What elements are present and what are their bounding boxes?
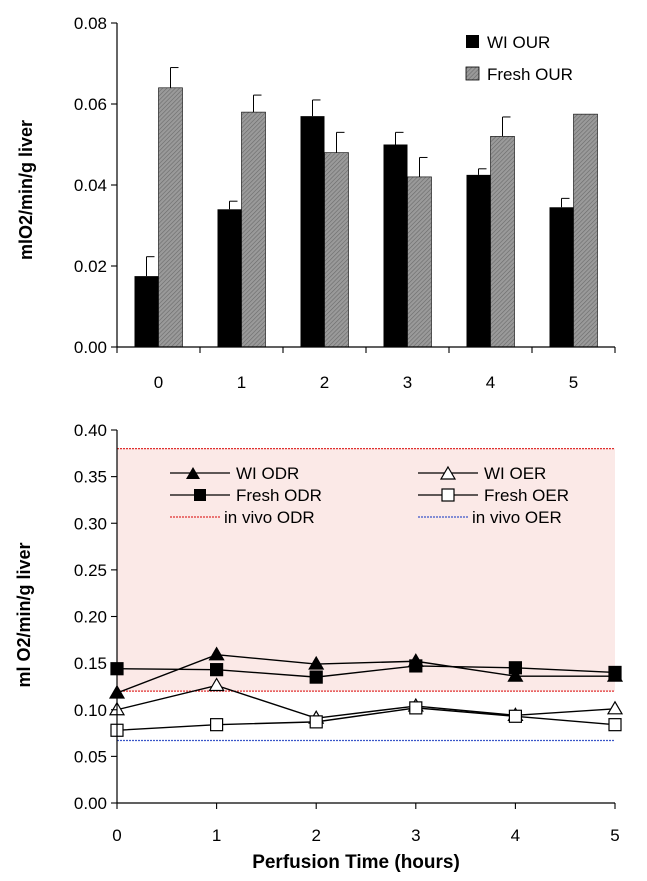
bar-wi-our-5: [549, 207, 574, 347]
bar-fresh-our-5: [573, 113, 598, 348]
series-line-wi-odr: [116, 654, 615, 694]
line-chart-y-tick-label: 0.00: [74, 794, 107, 813]
legend-label-fresh-oer: Fresh OER: [484, 486, 569, 505]
line-chart-x-tick-labels: 0 1 2 3 4 5: [112, 826, 619, 845]
marker-wi-odr-4: [507, 667, 524, 682]
marker-fresh-oer-2: [309, 715, 323, 729]
marker-wi-oer-1: [208, 677, 225, 692]
line-chart-x-tick-label: 4: [511, 826, 520, 845]
bar-chart-x-tick-label: 5: [569, 373, 578, 392]
legend-label-in-vivo-oer: in vivo OER: [472, 508, 562, 527]
line-chart: 0.00 0.05 0.10 0.15 0.20 0.25 0.30 0.35 0.40 0 1 2…: [14, 421, 624, 873]
line-chart-y-tick-label: 0.25: [74, 561, 107, 580]
bar-chart-x-tick-label: 1: [237, 373, 246, 392]
bar-fresh-our-1: [241, 111, 266, 348]
bar-wi-our-0: [134, 276, 159, 347]
line-chart-y-tick-label: 0.10: [74, 701, 107, 720]
bar-chart-y-tick-label: 0.02: [74, 257, 107, 276]
bar-chart-x-tick-label: 2: [320, 373, 329, 392]
bar-chart-y-axis-label: mlO2/min/g liver: [16, 120, 36, 260]
line-chart-x-tick-label: 1: [212, 826, 221, 845]
bar-series-group: [134, 87, 598, 348]
legend-swatch-fresh-our: [465, 66, 480, 81]
bar-fresh-our-4: [490, 136, 515, 348]
legend-label-wi-our: WI OUR: [487, 33, 550, 52]
legend-marker-wi-oer: [439, 465, 457, 480]
bar-chart-x-tick-label: 0: [154, 373, 163, 392]
marker-wi-odr-1: [208, 646, 225, 661]
legend-label-wi-oer: WI OER: [484, 464, 546, 483]
marker-fresh-oer-4: [508, 709, 522, 723]
legend-swatch-wi-our: [466, 35, 479, 48]
marker-fresh-odr-3: [409, 659, 423, 673]
bar-fresh-our-3: [407, 176, 432, 348]
marker-fresh-oer-3: [409, 701, 423, 715]
bar-chart-y-tick-label: 0.00: [74, 338, 107, 357]
legend-label-in-vivo-odr: in vivo ODR: [224, 508, 315, 527]
line-chart-x-tick-label: 2: [311, 826, 320, 845]
bar-chart-x-tick-labels: 0 1 2 3 4 5: [154, 373, 578, 392]
bar-chart-axes: [111, 22, 616, 353]
bar-chart-y-tick-labels: 0.00 0.02 0.04 0.06 0.08: [74, 14, 107, 357]
bar-wi-our-2: [300, 116, 325, 348]
marker-fresh-odr-5: [608, 665, 622, 680]
legend-label-wi-odr: WI ODR: [236, 464, 299, 483]
marker-fresh-odr-1: [210, 663, 224, 677]
legend-label-fresh-odr: Fresh ODR: [236, 486, 322, 505]
bar-chart-x-tick-label: 3: [403, 373, 412, 392]
line-chart-x-tick-label: 5: [610, 826, 619, 845]
bar-chart-y-tick-label: 0.08: [74, 14, 107, 33]
line-chart-x-tick-label: 0: [112, 826, 121, 845]
line-chart-y-tick-label: 0.15: [74, 654, 107, 673]
bar-chart: 0.00 0.02 0.04 0.06 0.08 0 1 2 3 4 5 mlO2/min/g l…: [16, 14, 616, 392]
legend-marker-wi-odr: [186, 467, 200, 479]
marker-wi-oer-5: [606, 700, 624, 715]
reference-lines-group: [117, 447, 615, 742]
line-chart-x-tick-label: 3: [411, 826, 420, 845]
bar-chart-y-tick-label: 0.04: [74, 176, 107, 195]
line-chart-legend: WI ODR WI OER Fresh ODR Fresh OER in viv…: [170, 464, 569, 527]
series-line-wi-oer: [116, 684, 616, 719]
line-chart-y-tick-label: 0.35: [74, 468, 107, 487]
bar-chart-x-tick-label: 4: [486, 373, 495, 392]
line-chart-y-tick-label: 0.30: [74, 514, 107, 533]
bar-wi-our-3: [383, 144, 408, 347]
marker-fresh-oer-1: [210, 718, 224, 732]
bar-fresh-our-2: [324, 152, 349, 348]
bar-fresh-our-0: [158, 87, 183, 348]
line-chart-y-tick-labels: 0.00 0.05 0.10 0.15 0.20 0.25 0.30 0.35 0.40: [74, 421, 107, 813]
line-chart-axes: [111, 429, 616, 809]
series-line-fresh-odr: [116, 665, 616, 678]
series-line-fresh-oer: [116, 707, 616, 731]
marker-fresh-oer-5: [608, 718, 622, 732]
line-chart-y-axis-label: ml O2/min/g liver: [14, 542, 34, 687]
legend-marker-fresh-oer: [441, 488, 455, 502]
legend-label-fresh-our: Fresh OUR: [487, 65, 573, 84]
bar-wi-our-4: [466, 174, 491, 347]
marker-fresh-odr-4: [508, 661, 522, 675]
legend-marker-fresh-odr: [194, 489, 206, 501]
marker-fresh-odr-2: [309, 670, 323, 684]
line-chart-y-tick-label: 0.40: [74, 421, 107, 440]
bar-chart-legend: WI OUR Fresh OUR: [465, 33, 573, 84]
line-chart-y-tick-label: 0.05: [74, 747, 107, 766]
line-chart-x-axis-label: Perfusion Time (hours): [252, 852, 460, 873]
marker-wi-odr-2: [308, 655, 325, 670]
bar-chart-y-tick-label: 0.06: [74, 95, 107, 114]
line-chart-y-tick-label: 0.20: [74, 608, 107, 627]
error-bar-group: [146, 67, 570, 277]
line-series-group: [108, 646, 624, 737]
bar-wi-our-1: [217, 209, 242, 347]
